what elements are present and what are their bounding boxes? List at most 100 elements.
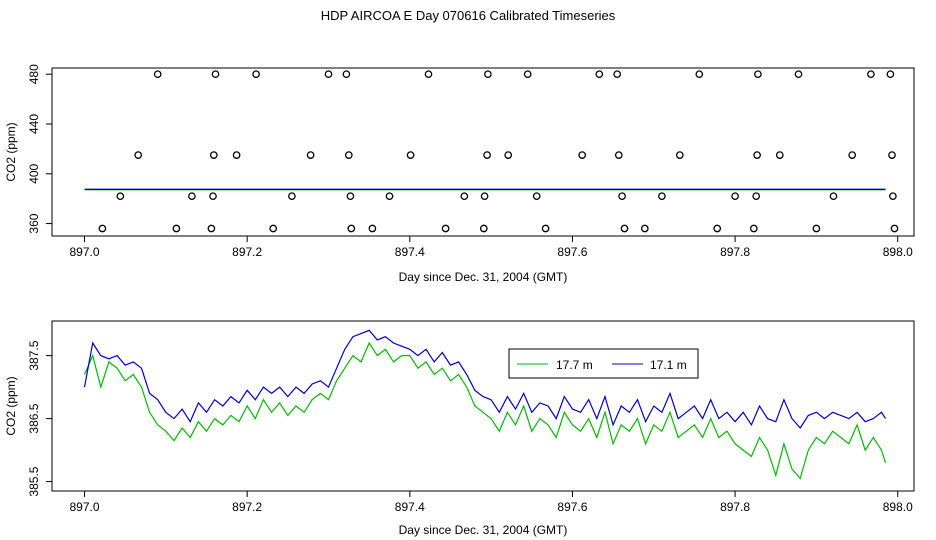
data-point xyxy=(695,70,704,79)
data-point xyxy=(479,224,488,233)
data-point xyxy=(523,70,532,79)
data-point xyxy=(346,192,355,201)
data-point xyxy=(504,151,513,159)
data-point xyxy=(342,70,351,79)
data-point xyxy=(172,224,181,233)
y-tick-label: 440 xyxy=(27,114,41,134)
data-point xyxy=(441,224,450,233)
y-tick-label: 386.5 xyxy=(27,403,41,433)
x-tick-label: 897.2 xyxy=(232,500,262,514)
data-points xyxy=(98,70,899,233)
data-point xyxy=(890,224,899,233)
x-tick-label: 897.8 xyxy=(720,500,750,514)
data-point xyxy=(483,151,491,159)
y-ticks: 360 400 440 480 xyxy=(27,64,52,234)
data-point xyxy=(347,224,356,233)
plot-frame xyxy=(51,67,915,237)
data-point xyxy=(675,151,684,159)
x-tick-label: 897.8 xyxy=(720,245,750,259)
series-line-17-1-m xyxy=(83,329,887,429)
data-point xyxy=(888,151,896,159)
data-point xyxy=(794,70,803,79)
plot-frame xyxy=(51,320,915,492)
x-tick-label: 898.0 xyxy=(883,500,913,514)
x-axis-label: Day since Dec. 31, 2004 (GMT) xyxy=(399,523,568,537)
x-tick-label: 897.2 xyxy=(232,245,262,259)
y-tick-label: 400 xyxy=(27,163,41,183)
data-point xyxy=(532,192,541,201)
y-tick-label: 480 xyxy=(27,64,41,84)
data-point xyxy=(252,70,260,79)
data-point xyxy=(306,151,315,159)
x-tick-label: 897.4 xyxy=(395,500,425,514)
data-point xyxy=(406,151,415,159)
data-point xyxy=(269,224,278,233)
data-point xyxy=(731,192,739,201)
series-line-17-7-m xyxy=(83,341,887,480)
data-point xyxy=(153,70,162,79)
page-title: HDP AIRCOA E Day 070616 Calibrated Times… xyxy=(320,8,616,23)
legend-label-17-7: 17.7 m xyxy=(556,358,593,372)
data-point xyxy=(460,192,469,201)
data-point xyxy=(753,151,761,159)
data-point xyxy=(578,151,587,159)
x-tick-label: 897.6 xyxy=(557,500,587,514)
data-point xyxy=(344,151,353,159)
data-point xyxy=(134,151,143,159)
data-point xyxy=(209,151,218,159)
y-ticks: 385.5 386.5 387.5 xyxy=(27,340,52,497)
data-point xyxy=(614,151,623,159)
data-point xyxy=(754,70,762,79)
x-axis-label: Day since Dec. 31, 2004 (GMT) xyxy=(399,270,568,284)
data-point xyxy=(613,70,622,79)
data-point xyxy=(812,224,821,233)
y-axis-label: CO2 (ppm) xyxy=(4,122,18,181)
data-point xyxy=(385,192,394,201)
series-lines xyxy=(83,329,887,480)
scatter-panel: 897.0 897.2 897.4 897.6 897.8 898.0 360 400 440… xyxy=(4,64,915,284)
data-point xyxy=(232,151,241,159)
data-point xyxy=(848,151,857,159)
line-panel: 897.0 897.2 897.4 897.6 897.8 898.0 385.5 386.… xyxy=(4,320,915,537)
data-point xyxy=(640,224,649,233)
data-point xyxy=(116,192,125,201)
data-point xyxy=(889,192,897,201)
data-point xyxy=(886,70,895,79)
x-ticks: 897.0 897.2 897.4 897.6 897.8 898.0 xyxy=(70,491,913,514)
data-point xyxy=(484,70,492,79)
x-tick-label: 897.0 xyxy=(70,500,100,514)
x-tick-label: 898.0 xyxy=(883,245,913,259)
data-point xyxy=(324,70,333,79)
data-point xyxy=(658,192,666,201)
data-point xyxy=(867,70,875,79)
data-point xyxy=(752,192,761,201)
data-point xyxy=(749,224,758,233)
y-tick-label: 385.5 xyxy=(27,466,41,496)
y-tick-label: 387.5 xyxy=(27,340,41,370)
data-point xyxy=(713,224,722,233)
x-tick-label: 897.4 xyxy=(395,245,425,259)
data-point xyxy=(620,224,629,233)
x-tick-label: 897.0 xyxy=(70,245,100,259)
data-point xyxy=(207,224,216,233)
x-tick-label: 897.6 xyxy=(557,245,587,259)
legend: 17.7 m 17.1 m xyxy=(508,348,699,379)
data-point xyxy=(98,224,107,233)
data-point xyxy=(480,192,489,201)
data-point xyxy=(211,70,220,79)
y-tick-label: 360 xyxy=(27,213,41,233)
data-point xyxy=(829,192,838,201)
legend-label-17-1: 17.1 m xyxy=(650,358,687,372)
data-point xyxy=(775,151,784,159)
data-point xyxy=(424,70,433,79)
data-point xyxy=(188,192,196,201)
y-axis-label: CO2 (ppm) xyxy=(4,376,18,435)
data-point xyxy=(288,192,296,201)
data-point xyxy=(618,192,626,201)
data-point xyxy=(368,224,377,233)
data-point xyxy=(209,192,217,201)
data-point xyxy=(595,70,604,79)
data-point xyxy=(541,224,550,233)
x-ticks: 897.0 897.2 897.4 897.6 897.8 898.0 xyxy=(70,236,913,259)
